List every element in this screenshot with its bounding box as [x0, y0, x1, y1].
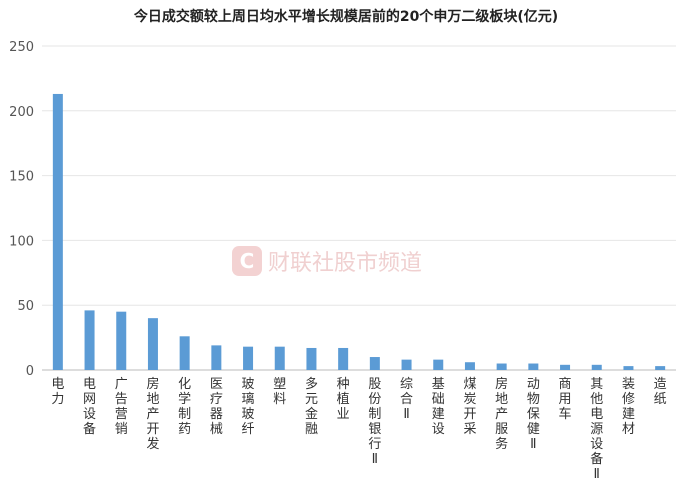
bars — [52, 93, 666, 371]
watermark-text: 财联社股市频道 — [268, 251, 422, 276]
x-category-label: 玻璃玻纤 — [242, 377, 255, 437]
watermark: C 财联社股市频道 — [232, 246, 422, 276]
x-category-label: 动物保健 Ⅱ — [527, 377, 540, 452]
bar — [369, 357, 380, 370]
bar — [52, 93, 63, 371]
x-category-label: 电力 — [51, 377, 64, 407]
bar — [464, 362, 475, 370]
bar — [274, 346, 285, 370]
x-category-label: 多元金融 — [305, 376, 318, 437]
x-category-label: 装修建材 — [622, 377, 635, 437]
x-category-label: 股份制银行 Ⅱ — [368, 377, 381, 467]
x-category-label: 房地产开发 — [146, 376, 159, 452]
bar — [623, 366, 634, 370]
bar — [116, 311, 127, 370]
x-category-label: 煤炭开采 — [463, 377, 476, 437]
y-tick-label: 200 — [9, 105, 34, 120]
x-category-label: 医疗器械 — [210, 377, 223, 437]
x-category-label: 广告营销 — [115, 377, 128, 437]
y-tick-label: 150 — [9, 170, 34, 185]
bar — [496, 363, 507, 370]
x-category-label: 电网设备 — [83, 377, 96, 437]
bar — [401, 359, 412, 370]
x-category-label: 基础建设 — [432, 377, 445, 437]
y-axis-ticks: 0 50 100 150 200 250 — [9, 40, 34, 379]
gridlines — [42, 45, 676, 371]
y-tick-label: 100 — [9, 234, 34, 249]
bar — [243, 346, 254, 370]
bar — [528, 363, 539, 370]
x-category-label: 商用车 — [559, 377, 572, 422]
bar — [84, 310, 95, 370]
bar — [433, 359, 444, 370]
bar — [338, 347, 349, 370]
watermark-logo-letter: C — [240, 249, 255, 273]
x-category-label: 塑料 — [273, 377, 286, 407]
bar — [560, 364, 571, 370]
y-tick-label: 250 — [9, 40, 34, 55]
bar — [179, 336, 190, 370]
bar — [147, 318, 158, 370]
bar — [591, 364, 602, 370]
x-category-label: 化学制药 — [178, 377, 191, 437]
x-axis-labels: 电力 电网设备 广告营销 房地产开发 化学制药 医疗器械 玻璃玻纤 塑料 多元金融 种植业 股份制银… — [51, 376, 666, 478]
bar — [306, 347, 317, 370]
x-category-label: 造纸 — [654, 377, 667, 407]
y-tick-label: 0 — [26, 364, 34, 379]
bar — [655, 366, 666, 370]
x-category-label: 房地产服务 — [495, 376, 508, 452]
x-category-label: 其他电源设备 Ⅱ — [590, 377, 603, 478]
chart-title: 今日成交额较上周日均水平增长规模居前的20个申万二级板块(亿元) — [133, 9, 559, 25]
y-tick-label: 50 — [17, 299, 34, 314]
watermark-logo-icon — [232, 246, 262, 276]
bar — [211, 345, 222, 370]
x-category-label: 种植业 — [337, 377, 350, 422]
x-category-label: 综合 Ⅱ — [400, 377, 413, 422]
